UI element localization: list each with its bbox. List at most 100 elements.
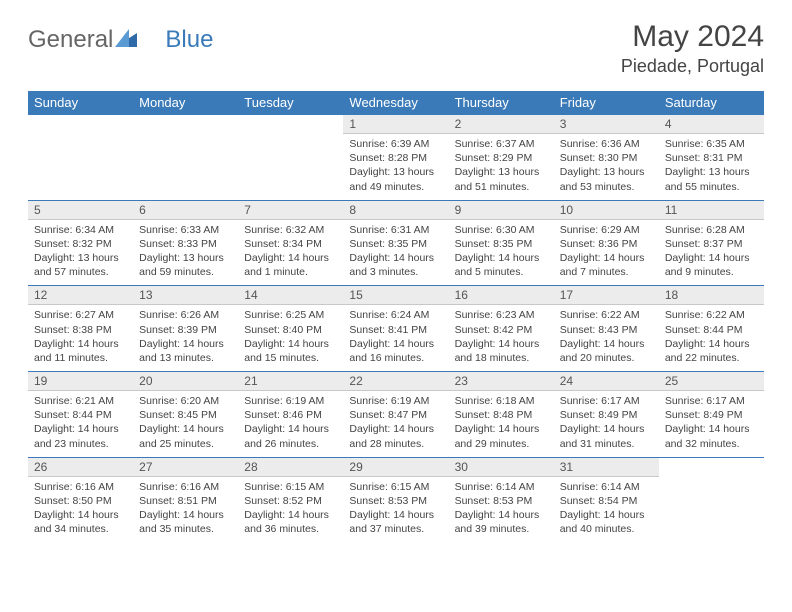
day-detail-cell: Sunrise: 6:17 AMSunset: 8:49 PMDaylight:…: [659, 391, 764, 458]
day-detail-cell: Sunrise: 6:25 AMSunset: 8:40 PMDaylight:…: [238, 305, 343, 372]
weekday-header: Saturday: [659, 91, 764, 115]
day-number-cell: 12: [28, 286, 133, 305]
day-detail-cell: Sunrise: 6:36 AMSunset: 8:30 PMDaylight:…: [554, 134, 659, 201]
day-detail-cell: Sunrise: 6:22 AMSunset: 8:43 PMDaylight:…: [554, 305, 659, 372]
sunrise-line: Sunrise: 6:19 AM: [349, 394, 442, 408]
daylight-line: Daylight: 14 hours and 26 minutes.: [244, 422, 337, 450]
sunset-line: Sunset: 8:54 PM: [560, 494, 653, 508]
sunrise-line: Sunrise: 6:23 AM: [455, 308, 548, 322]
daylight-line: Daylight: 14 hours and 7 minutes.: [560, 251, 653, 279]
sunrise-line: Sunrise: 6:16 AM: [139, 480, 232, 494]
day-detail-cell: Sunrise: 6:18 AMSunset: 8:48 PMDaylight:…: [449, 391, 554, 458]
day-detail-cell: Sunrise: 6:16 AMSunset: 8:51 PMDaylight:…: [133, 476, 238, 542]
sunset-line: Sunset: 8:47 PM: [349, 408, 442, 422]
sunrise-line: Sunrise: 6:27 AM: [34, 308, 127, 322]
daynum-row: 19202122232425: [28, 372, 764, 391]
weekday-header: Monday: [133, 91, 238, 115]
sunset-line: Sunset: 8:53 PM: [455, 494, 548, 508]
daylight-line: Daylight: 14 hours and 29 minutes.: [455, 422, 548, 450]
daynum-row: 567891011: [28, 200, 764, 219]
sunset-line: Sunset: 8:30 PM: [560, 151, 653, 165]
sunset-line: Sunset: 8:41 PM: [349, 323, 442, 337]
day-number-cell: 22: [343, 372, 448, 391]
sunset-line: Sunset: 8:28 PM: [349, 151, 442, 165]
day-number-cell: [28, 115, 133, 134]
day-detail-cell: Sunrise: 6:30 AMSunset: 8:35 PMDaylight:…: [449, 219, 554, 286]
sunset-line: Sunset: 8:49 PM: [665, 408, 758, 422]
sunset-line: Sunset: 8:39 PM: [139, 323, 232, 337]
daylight-line: Daylight: 14 hours and 1 minute.: [244, 251, 337, 279]
daylight-line: Daylight: 14 hours and 40 minutes.: [560, 508, 653, 536]
day-number-cell: 26: [28, 457, 133, 476]
sunrise-line: Sunrise: 6:33 AM: [139, 223, 232, 237]
sunset-line: Sunset: 8:33 PM: [139, 237, 232, 251]
sunset-line: Sunset: 8:52 PM: [244, 494, 337, 508]
sunrise-line: Sunrise: 6:28 AM: [665, 223, 758, 237]
weekday-header: Wednesday: [343, 91, 448, 115]
weekday-header: Friday: [554, 91, 659, 115]
day-detail-cell: Sunrise: 6:15 AMSunset: 8:52 PMDaylight:…: [238, 476, 343, 542]
daylight-line: Daylight: 14 hours and 13 minutes.: [139, 337, 232, 365]
day-number-cell: 17: [554, 286, 659, 305]
day-number-cell: 13: [133, 286, 238, 305]
sunrise-line: Sunrise: 6:18 AM: [455, 394, 548, 408]
sunset-line: Sunset: 8:43 PM: [560, 323, 653, 337]
detail-row: Sunrise: 6:39 AMSunset: 8:28 PMDaylight:…: [28, 134, 764, 201]
day-detail-cell: [659, 476, 764, 542]
daylight-line: Daylight: 14 hours and 9 minutes.: [665, 251, 758, 279]
logo-text-1: General: [28, 26, 113, 54]
day-detail-cell: Sunrise: 6:24 AMSunset: 8:41 PMDaylight:…: [343, 305, 448, 372]
day-detail-cell: [238, 134, 343, 201]
daylight-line: Daylight: 14 hours and 36 minutes.: [244, 508, 337, 536]
day-detail-cell: Sunrise: 6:20 AMSunset: 8:45 PMDaylight:…: [133, 391, 238, 458]
day-number-cell: 7: [238, 200, 343, 219]
weekday-header: Thursday: [449, 91, 554, 115]
daylight-line: Daylight: 13 hours and 49 minutes.: [349, 165, 442, 193]
sunset-line: Sunset: 8:35 PM: [349, 237, 442, 251]
day-number-cell: 4: [659, 115, 764, 134]
day-detail-cell: Sunrise: 6:27 AMSunset: 8:38 PMDaylight:…: [28, 305, 133, 372]
title-block: May 2024 Piedade, Portugal: [621, 20, 764, 77]
day-detail-cell: Sunrise: 6:39 AMSunset: 8:28 PMDaylight:…: [343, 134, 448, 201]
sunset-line: Sunset: 8:38 PM: [34, 323, 127, 337]
daynum-row: 12131415161718: [28, 286, 764, 305]
daylight-line: Daylight: 14 hours and 18 minutes.: [455, 337, 548, 365]
day-detail-cell: Sunrise: 6:26 AMSunset: 8:39 PMDaylight:…: [133, 305, 238, 372]
sunset-line: Sunset: 8:46 PM: [244, 408, 337, 422]
day-number-cell: 29: [343, 457, 448, 476]
daylight-line: Daylight: 14 hours and 20 minutes.: [560, 337, 653, 365]
day-detail-cell: Sunrise: 6:21 AMSunset: 8:44 PMDaylight:…: [28, 391, 133, 458]
day-number-cell: 21: [238, 372, 343, 391]
day-number-cell: 30: [449, 457, 554, 476]
day-number-cell: 14: [238, 286, 343, 305]
day-number-cell: 9: [449, 200, 554, 219]
day-detail-cell: Sunrise: 6:14 AMSunset: 8:54 PMDaylight:…: [554, 476, 659, 542]
day-detail-cell: Sunrise: 6:19 AMSunset: 8:46 PMDaylight:…: [238, 391, 343, 458]
day-detail-cell: Sunrise: 6:28 AMSunset: 8:37 PMDaylight:…: [659, 219, 764, 286]
day-number-cell: [659, 457, 764, 476]
daylight-line: Daylight: 14 hours and 37 minutes.: [349, 508, 442, 536]
daylight-line: Daylight: 14 hours and 23 minutes.: [34, 422, 127, 450]
sunset-line: Sunset: 8:44 PM: [665, 323, 758, 337]
day-detail-cell: Sunrise: 6:32 AMSunset: 8:34 PMDaylight:…: [238, 219, 343, 286]
sunset-line: Sunset: 8:42 PM: [455, 323, 548, 337]
sunrise-line: Sunrise: 6:25 AM: [244, 308, 337, 322]
daylight-line: Daylight: 14 hours and 15 minutes.: [244, 337, 337, 365]
detail-row: Sunrise: 6:21 AMSunset: 8:44 PMDaylight:…: [28, 391, 764, 458]
sunrise-line: Sunrise: 6:20 AM: [139, 394, 232, 408]
sunrise-line: Sunrise: 6:35 AM: [665, 137, 758, 151]
sunset-line: Sunset: 8:40 PM: [244, 323, 337, 337]
daylight-line: Daylight: 13 hours and 55 minutes.: [665, 165, 758, 193]
sunset-line: Sunset: 8:51 PM: [139, 494, 232, 508]
sunrise-line: Sunrise: 6:17 AM: [665, 394, 758, 408]
daylight-line: Daylight: 13 hours and 51 minutes.: [455, 165, 548, 193]
sunrise-line: Sunrise: 6:26 AM: [139, 308, 232, 322]
sunset-line: Sunset: 8:45 PM: [139, 408, 232, 422]
day-detail-cell: Sunrise: 6:17 AMSunset: 8:49 PMDaylight:…: [554, 391, 659, 458]
detail-row: Sunrise: 6:16 AMSunset: 8:50 PMDaylight:…: [28, 476, 764, 542]
sunset-line: Sunset: 8:53 PM: [349, 494, 442, 508]
sunrise-line: Sunrise: 6:19 AM: [244, 394, 337, 408]
sunrise-line: Sunrise: 6:29 AM: [560, 223, 653, 237]
daylight-line: Daylight: 14 hours and 31 minutes.: [560, 422, 653, 450]
header: General Blue May 2024 Piedade, Portugal: [28, 20, 764, 77]
